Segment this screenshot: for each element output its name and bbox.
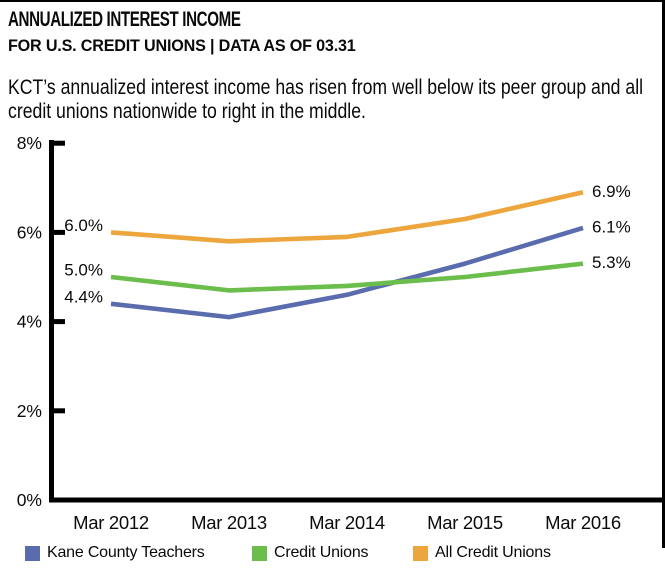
y-tick-label: 8% [17, 133, 42, 153]
y-tick-label: 6% [17, 222, 42, 242]
y-axis-ticks [49, 140, 65, 414]
series-line-kane-county-teachers [110, 225, 584, 320]
x-axis-labels: Mar 2012 Mar 2013 Mar 2014 Mar 2015 Mar 2016 [73, 512, 621, 533]
y-tick-mark [49, 319, 65, 325]
y-tick-label: 4% [17, 312, 42, 332]
right-border-rule [662, 0, 665, 548]
series-line-credit-unions [110, 261, 584, 293]
y-tick-mark [49, 140, 65, 146]
legend-item-all-credit-unions: All Credit Unions [413, 544, 551, 562]
series-last-value-label: 6.9% [592, 182, 631, 201]
series-first-value-label: 5.0% [64, 261, 103, 280]
annotation-line-2: credit unions nationwide to right in the… [8, 100, 366, 123]
annotation-line-1: KCT’s annualized interest income has ris… [8, 76, 644, 99]
y-tick-mark [49, 408, 65, 414]
legend-label: Kane County Teachers [47, 544, 205, 561]
chart-title: ANNUALIZED INTEREST INCOME [8, 8, 241, 31]
top-border-rule [0, 0, 665, 2]
series-first-value-label: 4.4% [64, 287, 103, 306]
series-first-value-label: 6.0% [64, 216, 103, 235]
line-chart-canvas: 0%2%4%6%8% Mar 2012 Mar 2013 Mar 2014 Mar 2… [17, 133, 663, 533]
chart-legend: Kane County Teachers Credit Unions All C… [0, 544, 665, 564]
chart-annotation: KCT’s annualized interest income has ris… [8, 76, 643, 124]
legend-item-credit-unions: Credit Unions [252, 544, 369, 562]
legend-swatch-icon [413, 545, 428, 561]
legend-label: Credit Unions [274, 544, 369, 561]
series-last-value-label: 5.3% [592, 253, 631, 272]
x-tick-label: Mar 2012 [73, 512, 149, 533]
y-tick-label: 0% [17, 490, 42, 510]
y-axis-labels: 0% 2% 4% 6% 8% [17, 133, 42, 510]
series-lines [110, 190, 584, 320]
series-value-labels: 4.4% 6.1% 5.0% 5.3% 6.0% 6.9% [64, 182, 631, 306]
y-tick-label: 2% [17, 401, 42, 421]
legend-swatch-icon [252, 545, 267, 561]
x-tick-label: Mar 2014 [309, 512, 385, 533]
chart-subtitle: FOR U.S. CREDIT UNIONS | DATA AS OF 03.3… [8, 36, 356, 55]
legend-label: All Credit Unions [435, 544, 551, 561]
x-tick-label: Mar 2013 [191, 512, 267, 533]
y-tick-mark [49, 229, 65, 235]
x-axis-line [49, 497, 663, 503]
x-tick-label: Mar 2016 [545, 512, 621, 533]
series-line-all-credit-unions [110, 190, 584, 244]
x-tick-label: Mar 2015 [427, 512, 503, 533]
legend-swatch-icon [25, 545, 40, 561]
legend-item-kane-county-teachers: Kane County Teachers [25, 544, 205, 562]
series-last-value-label: 6.1% [592, 217, 631, 236]
